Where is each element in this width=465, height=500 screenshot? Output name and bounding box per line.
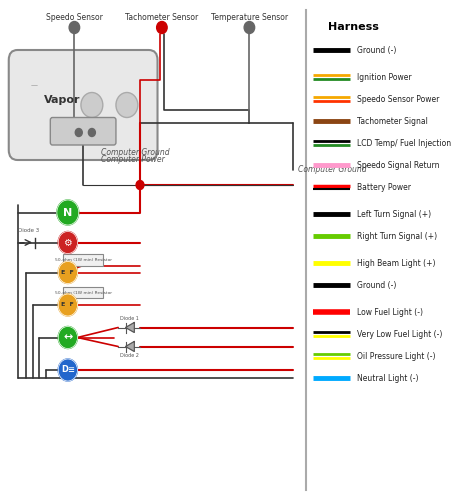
Text: Tachometer Signal: Tachometer Signal: [357, 116, 427, 126]
Text: ↔: ↔: [63, 332, 73, 342]
Circle shape: [116, 92, 138, 118]
Text: Speedo Sensor: Speedo Sensor: [46, 14, 103, 22]
Circle shape: [69, 22, 80, 34]
Text: Neutral Light (-): Neutral Light (-): [357, 374, 418, 382]
Circle shape: [57, 200, 79, 225]
Circle shape: [244, 22, 255, 34]
Text: Left Turn Signal (+): Left Turn Signal (+): [357, 210, 431, 218]
Polygon shape: [126, 342, 134, 351]
Text: Low Fuel Light (-): Low Fuel Light (-): [357, 308, 423, 316]
Text: Ground (-): Ground (-): [357, 46, 396, 54]
Circle shape: [58, 294, 78, 316]
Text: Diode 1: Diode 1: [120, 316, 139, 321]
Text: Speedo Signal Return: Speedo Signal Return: [357, 160, 439, 170]
Text: LCD Temp/ Fuel Injection: LCD Temp/ Fuel Injection: [357, 138, 451, 147]
Text: Right Turn Signal (+): Right Turn Signal (+): [357, 232, 437, 240]
FancyBboxPatch shape: [63, 287, 103, 298]
Text: Harness: Harness: [328, 22, 379, 32]
Text: Vapor: Vapor: [44, 95, 80, 105]
Circle shape: [81, 92, 103, 118]
Text: E  F: E F: [61, 270, 74, 275]
Text: Ground (-): Ground (-): [357, 280, 396, 289]
Text: Computer Ground: Computer Ground: [298, 166, 366, 174]
Circle shape: [58, 359, 78, 381]
Circle shape: [58, 262, 78, 283]
Text: Computer Power: Computer Power: [100, 156, 165, 164]
Polygon shape: [126, 322, 134, 332]
Text: Diode 2: Diode 2: [120, 353, 139, 358]
Text: Battery Power: Battery Power: [357, 182, 411, 192]
FancyBboxPatch shape: [9, 50, 158, 160]
Text: N: N: [63, 208, 73, 218]
Text: Tachometer Sensor: Tachometer Sensor: [125, 14, 199, 22]
Text: ⚙: ⚙: [63, 238, 72, 248]
Text: Oil Pressure Light (-): Oil Pressure Light (-): [357, 352, 435, 360]
Text: E  F: E F: [61, 302, 74, 308]
Text: Temperature Sensor: Temperature Sensor: [211, 14, 288, 22]
Circle shape: [58, 232, 78, 254]
Text: Diode 3: Diode 3: [18, 228, 39, 234]
Text: Speedo Sensor Power: Speedo Sensor Power: [357, 94, 439, 104]
FancyBboxPatch shape: [50, 118, 116, 145]
Circle shape: [157, 22, 167, 34]
Circle shape: [88, 128, 95, 136]
Text: D≡: D≡: [61, 366, 75, 374]
Text: 50-ohm (1W min) Resistor: 50-ohm (1W min) Resistor: [54, 290, 112, 294]
Text: Very Low Fuel Light (-): Very Low Fuel Light (-): [357, 330, 442, 338]
Circle shape: [75, 128, 82, 136]
Circle shape: [136, 180, 144, 190]
FancyBboxPatch shape: [63, 254, 103, 266]
Text: —: —: [31, 82, 38, 88]
Text: High Beam Light (+): High Beam Light (+): [357, 258, 435, 268]
Text: 50-ohm (1W min) Resistor: 50-ohm (1W min) Resistor: [54, 258, 112, 262]
Text: Ignition Power: Ignition Power: [357, 72, 411, 82]
Circle shape: [58, 326, 78, 348]
Text: Computer Ground: Computer Ground: [100, 148, 169, 157]
